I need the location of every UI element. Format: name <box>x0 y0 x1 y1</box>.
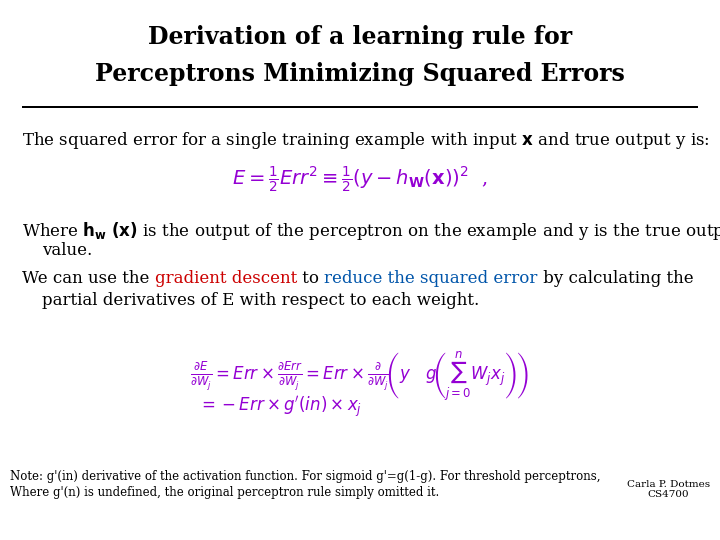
Text: Where $\mathbf{h_w}$ $\mathbf{(x)}$ is the output of the perceptron on the examp: Where $\mathbf{h_w}$ $\mathbf{(x)}$ is t… <box>22 220 720 242</box>
Text: gradient descent: gradient descent <box>155 270 297 287</box>
Text: Carla P. Dotmes
CS4700: Carla P. Dotmes CS4700 <box>627 480 710 500</box>
Text: $E = \frac{1}{2}Err^2 \equiv \frac{1}{2}(y - h_{\mathbf{W}}(\mathbf{x}))^2$  ,: $E = \frac{1}{2}Err^2 \equiv \frac{1}{2}… <box>233 165 487 195</box>
Text: Perceptrons Minimizing Squared Errors: Perceptrons Minimizing Squared Errors <box>95 62 625 86</box>
Text: Where g'(n) is undefined, the original perceptron rule simply omitted it.: Where g'(n) is undefined, the original p… <box>10 486 439 499</box>
Text: We can use the: We can use the <box>22 270 155 287</box>
Text: Derivation of a learning rule for: Derivation of a learning rule for <box>148 25 572 49</box>
Text: $\frac{\partial E}{\partial W_j} = Err \times \frac{\partial Err}{\partial W_j} : $\frac{\partial E}{\partial W_j} = Err \… <box>191 350 529 403</box>
Text: The squared error for a single training example with input $\mathbf{x}$ and true: The squared error for a single training … <box>22 130 710 151</box>
Text: partial derivatives of E with respect to each weight.: partial derivatives of E with respect to… <box>42 292 480 309</box>
Text: Note: g'(in) derivative of the activation function. For sigmoid g'=g(1-g). For t: Note: g'(in) derivative of the activatio… <box>10 470 600 483</box>
Text: value.: value. <box>42 242 92 259</box>
Text: reduce the squared error: reduce the squared error <box>324 270 538 287</box>
Text: to: to <box>297 270 324 287</box>
Text: by calculating the: by calculating the <box>538 270 693 287</box>
Text: $= -Err \times g'(in) \times x_j$: $= -Err \times g'(in) \times x_j$ <box>198 395 362 420</box>
